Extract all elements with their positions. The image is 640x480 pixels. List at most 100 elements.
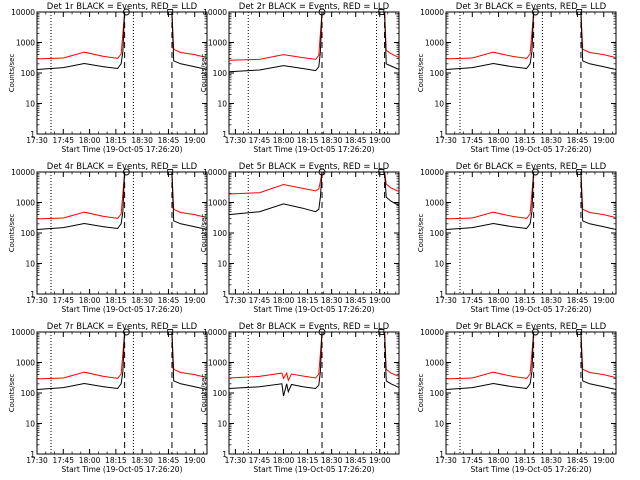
circle-marker (122, 168, 130, 176)
x-tick-label: 19:00 (184, 296, 206, 305)
x-tick-label: 18:45 (345, 456, 367, 465)
chart-panel-2: Det 2r BLACK = Events, RED = LLD 1 10 100 10… (200, 2, 400, 154)
y-tick-label: 1000 (425, 199, 444, 208)
y-tick-label: 10000 (420, 328, 444, 337)
circle-marker (531, 328, 539, 336)
x-axis-label: Start Time (19-Oct-05 17:26:20) (61, 305, 182, 314)
x-tick-label: 18:15 (297, 136, 319, 145)
x-tick-label: 18:30 (540, 136, 562, 145)
chart-panel-7: Det 7r BLACK = Events, RED = LLD 1 10 100 10… (8, 322, 208, 474)
series-line-events (36, 11, 126, 70)
circle-marker (122, 8, 130, 16)
x-tick-label: 18:15 (105, 456, 127, 465)
y-tick-label: 1 (222, 290, 227, 299)
series-line-events (228, 331, 323, 397)
x-tick-label: 18:00 (488, 456, 510, 465)
circle-marker (531, 168, 539, 176)
plot-frame (445, 331, 617, 455)
x-tick-label: 19:00 (593, 296, 615, 305)
series-line-events (171, 331, 208, 390)
series-line-lld (445, 331, 535, 380)
x-tick-label: 18:45 (158, 456, 180, 465)
series-line-lld (445, 171, 535, 220)
y-tick-label: 1000 (425, 359, 444, 368)
series-line-events (445, 171, 535, 230)
series-line-lld (36, 11, 126, 60)
y-tick-label: 10 (434, 260, 444, 269)
y-tick-label: 100 (21, 389, 36, 398)
x-axis-label: Start Time (19-Oct-05 17:26:20) (61, 465, 182, 474)
x-axis-label: Start Time (19-Oct-05 17:26:20) (253, 305, 374, 314)
y-tick-label: 1000 (425, 39, 444, 48)
y-tick-label: 10000 (203, 8, 227, 17)
chart-title: Det 6r BLACK = Events, RED = LLD (456, 162, 607, 172)
series-line-events (384, 11, 400, 70)
x-tick-label: 18:30 (131, 296, 153, 305)
y-tick-label: 10000 (203, 168, 227, 177)
y-tick-label: 1 (222, 130, 227, 139)
chart-title: Det 1r BLACK = Events, RED = LLD (47, 2, 198, 12)
circle-marker (318, 168, 326, 176)
x-tick-label: 18:00 (488, 296, 510, 305)
y-tick-label: 100 (213, 389, 228, 398)
plot-frame (228, 11, 400, 135)
square-marker (167, 169, 174, 175)
series-line-lld (445, 11, 535, 60)
x-tick-label: 18:00 (79, 296, 101, 305)
plot-frame (445, 171, 617, 295)
plot-frame (36, 11, 208, 135)
x-tick-label: 18:30 (131, 136, 153, 145)
circle-marker (318, 328, 326, 336)
series-line-lld (36, 171, 126, 220)
x-tick-label: 19:00 (184, 456, 206, 465)
series-line-events (384, 171, 400, 206)
chart-title: Det 5r BLACK = Events, RED = LLD (239, 162, 390, 172)
y-axis-label: Counts/sec (417, 374, 425, 413)
y-tick-label: 10 (217, 100, 227, 109)
chart-panel-3: Det 3r BLACK = Events, RED = LLD 1 10 100 10… (417, 2, 617, 154)
circle-marker (318, 8, 326, 16)
x-tick-label: 17:45 (249, 136, 271, 145)
y-tick-label: 1 (439, 450, 444, 459)
series-line-events (384, 331, 400, 389)
series-line-events (445, 331, 535, 390)
y-tick-label: 10000 (11, 8, 35, 17)
y-tick-label: 100 (430, 69, 445, 78)
x-tick-label: 17:45 (249, 456, 271, 465)
y-tick-label: 1000 (16, 359, 35, 368)
x-axis-label: Start Time (19-Oct-05 17:26:20) (253, 465, 374, 474)
series-line-lld (171, 171, 208, 219)
x-tick-label: 18:00 (273, 136, 295, 145)
x-tick-label: 19:00 (369, 456, 391, 465)
x-tick-label: 18:30 (321, 456, 343, 465)
x-tick-label: 18:00 (79, 456, 101, 465)
series-line-events (228, 171, 323, 216)
x-tick-label: 17:45 (461, 296, 483, 305)
x-tick-label: 18:15 (297, 456, 319, 465)
chart-panel-9: Det 9r BLACK = Events, RED = LLD 1 10 100 10… (417, 322, 617, 474)
series-line-lld (228, 331, 323, 382)
y-axis-label: Counts/sec (8, 374, 16, 413)
y-tick-label: 100 (213, 229, 228, 238)
chart-panel-8: Det 8r BLACK = Events, RED = LLD 1 10 100 10… (200, 322, 400, 474)
x-tick-label: 18:30 (540, 296, 562, 305)
x-tick-label: 17:30 (435, 456, 457, 465)
chart-panel-1: Det 1r BLACK = Events, RED = LLD 1 10 100 10… (8, 2, 208, 154)
x-tick-label: 18:00 (488, 136, 510, 145)
y-tick-label: 1 (30, 450, 35, 459)
x-axis-label: Start Time (19-Oct-05 17:26:20) (470, 305, 591, 314)
plot-frame (228, 331, 400, 455)
y-tick-label: 100 (430, 389, 445, 398)
x-tick-label: 18:15 (105, 136, 127, 145)
x-tick-label: 18:45 (158, 136, 180, 145)
y-axis-label: Counts/sec (200, 374, 208, 413)
y-tick-label: 1000 (16, 39, 35, 48)
chart-panel-6: Det 6r BLACK = Events, RED = LLD 1 10 100 10… (417, 162, 617, 314)
x-tick-label: 18:15 (514, 136, 536, 145)
x-tick-label: 17:30 (225, 456, 247, 465)
x-tick-label: 19:00 (369, 136, 391, 145)
circle-marker (531, 8, 539, 16)
series-line-events (580, 171, 617, 230)
y-tick-label: 1 (30, 290, 35, 299)
